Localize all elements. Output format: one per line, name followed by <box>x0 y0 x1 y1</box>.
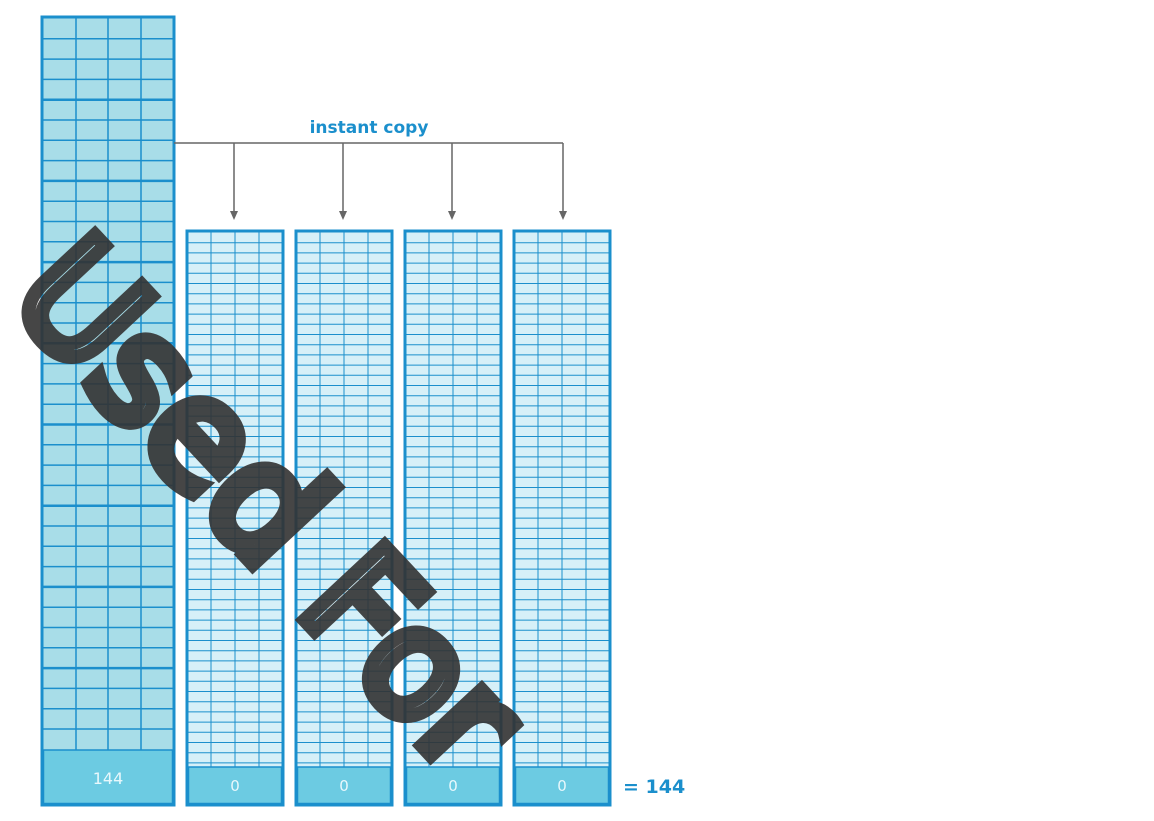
arrow-head-icon <box>448 211 456 220</box>
source-column: 144 <box>40 15 176 807</box>
arrow-head-icon <box>559 211 567 220</box>
copy-column: 0 <box>512 229 612 807</box>
copy-value: 0 <box>557 777 567 795</box>
copy-footer <box>514 766 610 805</box>
copy-value: 0 <box>230 777 240 795</box>
arrow-head-icon <box>339 211 347 220</box>
source-footer <box>42 749 174 805</box>
total-label: = 144 <box>623 776 685 798</box>
copy-column: 0 <box>185 229 285 807</box>
copy-column: 0 <box>403 229 503 807</box>
source-value: 144 <box>93 769 124 788</box>
copy-columns: 0 0 0 0 <box>185 229 612 807</box>
arrow-head-icon <box>230 211 238 220</box>
copy-value: 0 <box>339 777 349 795</box>
source-grid <box>43 18 173 750</box>
copy-value: 0 <box>448 777 458 795</box>
copy-footer <box>405 766 501 805</box>
copy-grid <box>406 232 500 767</box>
copy-footer <box>187 766 283 805</box>
instant-copy-label: instant copy <box>310 118 429 138</box>
copy-grid <box>515 232 609 767</box>
instant-copy-connector: instant copy <box>174 118 567 220</box>
copy-grid <box>297 232 391 767</box>
copy-grid <box>188 232 282 767</box>
copy-footer <box>296 766 392 805</box>
copy-column: 0 <box>294 229 394 807</box>
